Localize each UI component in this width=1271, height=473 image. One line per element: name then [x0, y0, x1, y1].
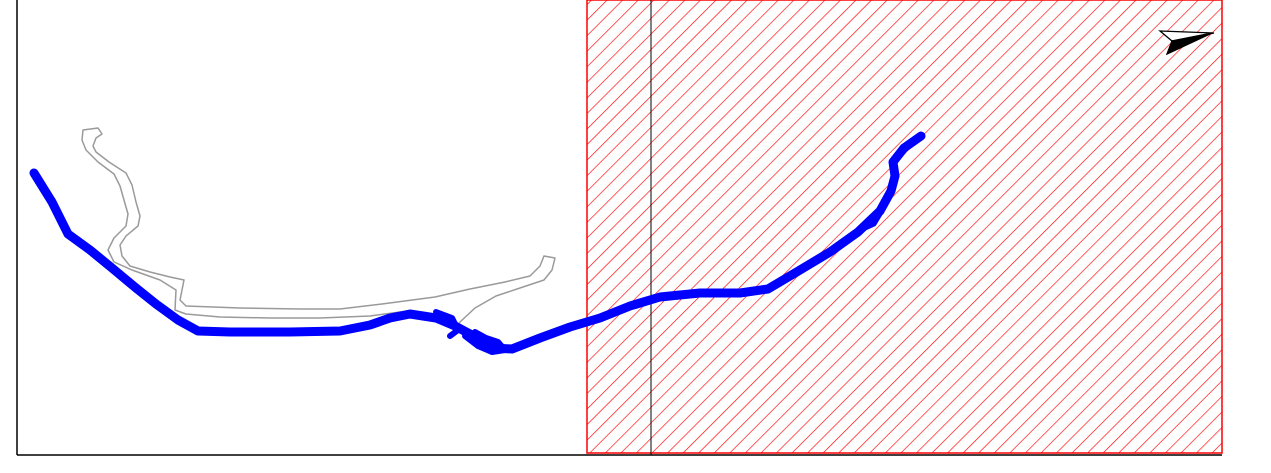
route-track-loop-west[interactable]: [433, 309, 461, 339]
map-frame: [16, 0, 1222, 456]
route-track[interactable]: [29, 131, 926, 355]
hatched-zone[interactable]: [586, 0, 1223, 454]
route-track-loop-middle[interactable]: [462, 329, 508, 355]
outline-path[interactable]: [81, 127, 556, 331]
route-track-loop-east[interactable]: [849, 181, 895, 237]
north-arrow-icon: [1158, 30, 1215, 56]
